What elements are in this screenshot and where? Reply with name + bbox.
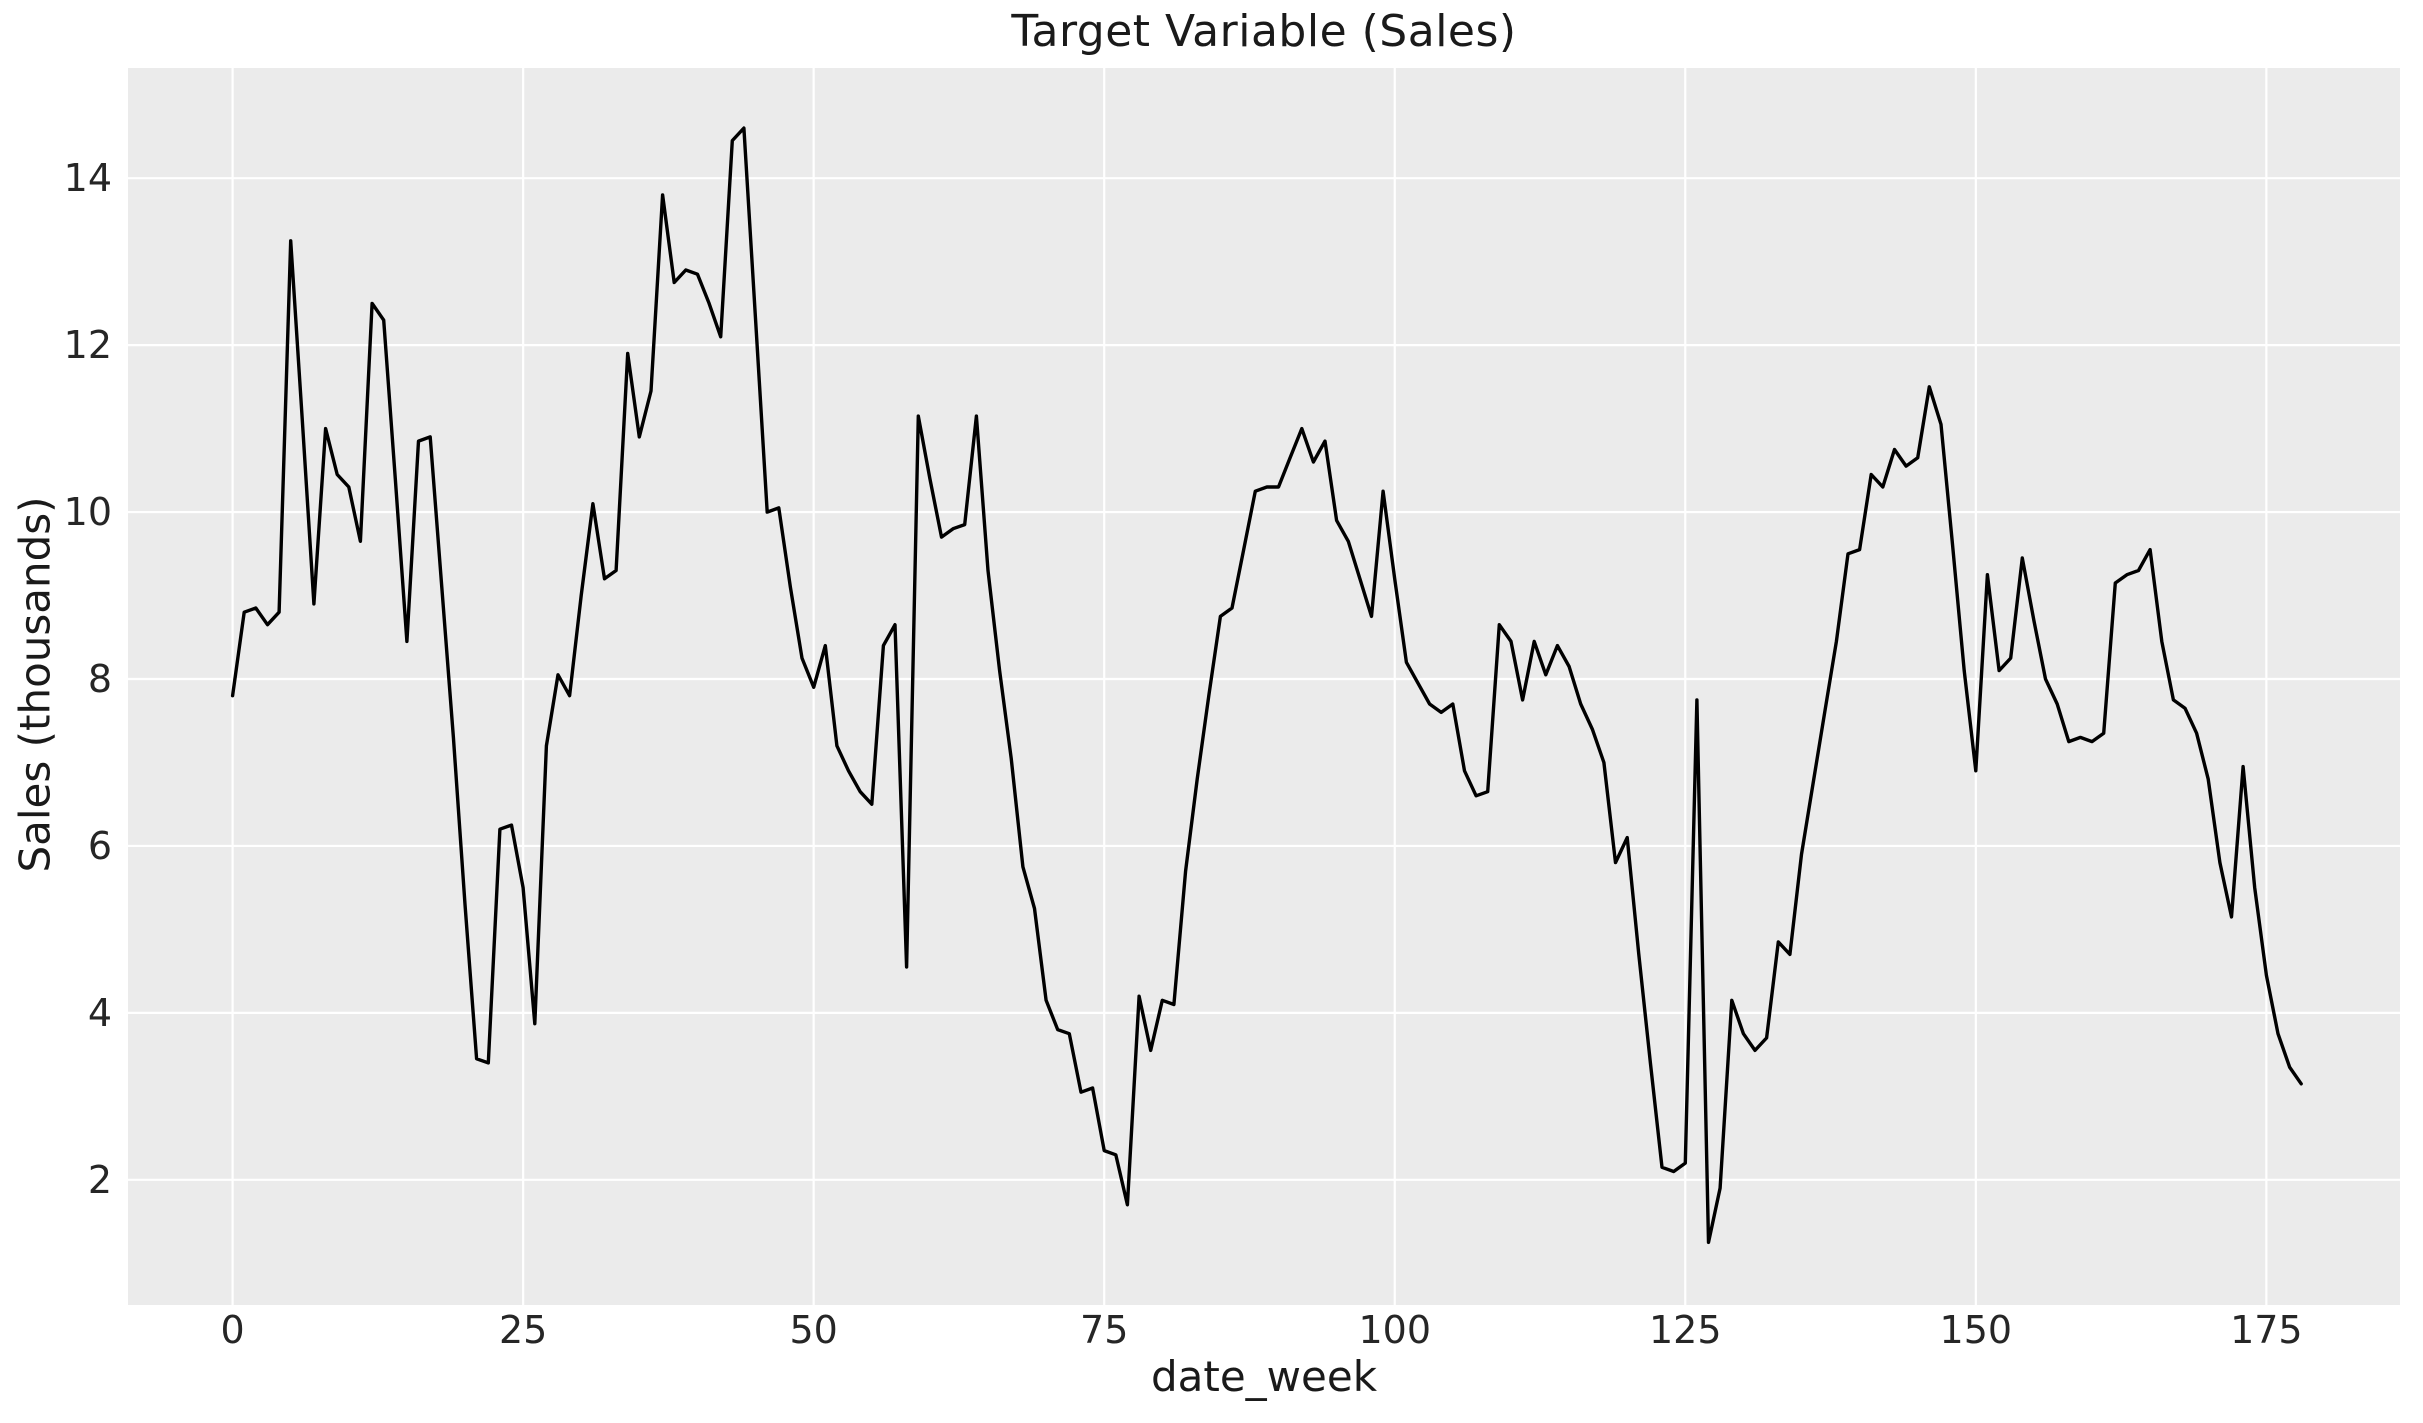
y-tick-label: 8: [88, 657, 112, 701]
y-tick-label: 2: [88, 1158, 112, 1202]
y-tick-label: 4: [88, 991, 112, 1035]
y-tick-label: 10: [64, 490, 112, 534]
sales-data-line: [230, 126, 2303, 1245]
x-tick-label: 0: [220, 1308, 244, 1352]
x-axis-label: date_week: [1150, 1352, 1378, 1401]
x-tick-label: 100: [1358, 1308, 1431, 1352]
y-tick-label: 14: [64, 156, 112, 200]
x-tick-label: 150: [1940, 1308, 2013, 1352]
chart-title: Target Variable (Sales): [1011, 6, 1517, 57]
y-tick-label: 12: [64, 323, 112, 367]
x-tick-label: 25: [499, 1308, 547, 1352]
y-axis-label: Sales (thousands): [10, 496, 60, 873]
x-tick-label: 50: [789, 1308, 837, 1352]
x-tick-label: 175: [2230, 1308, 2303, 1352]
y-tick-label: 6: [88, 824, 112, 868]
plot-area: [128, 68, 2400, 1305]
x-tick-label: 125: [1649, 1308, 1722, 1352]
x-tick-label: 75: [1080, 1308, 1128, 1352]
